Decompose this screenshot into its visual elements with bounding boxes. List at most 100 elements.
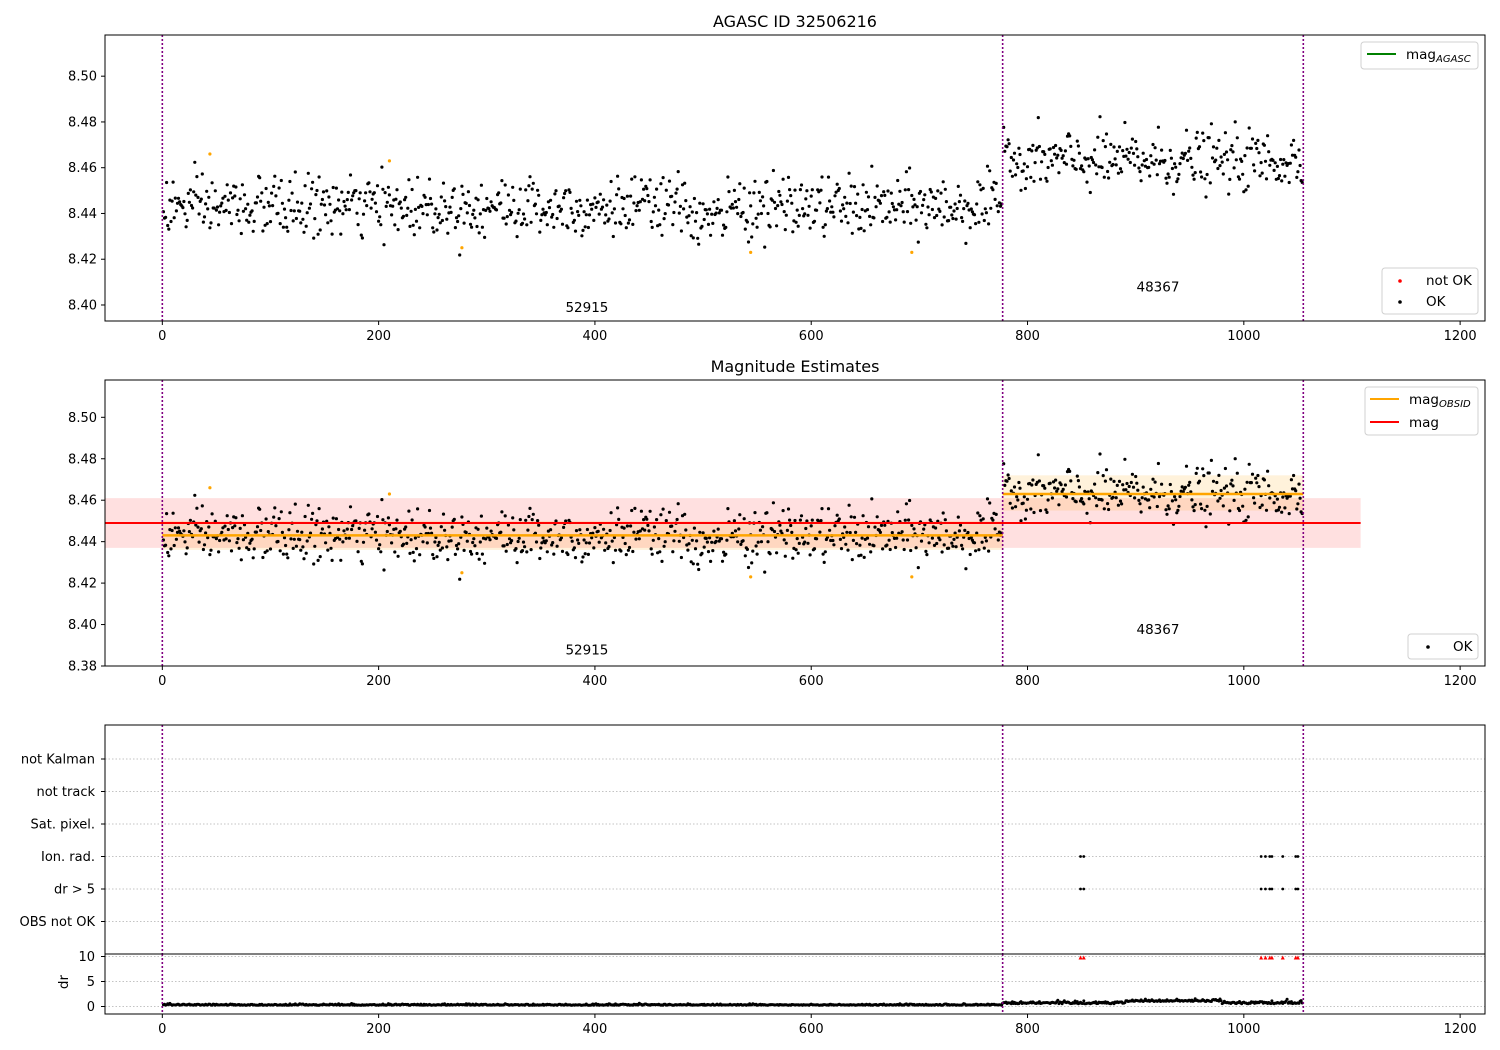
ok-point [910,523,914,528]
ok-point [810,188,814,192]
ok-point [672,539,676,543]
ok-point [801,207,805,211]
ok-point [1116,171,1120,175]
ok-point [458,253,462,257]
ok-point [286,229,290,233]
ok-point [1204,525,1208,529]
ok-point [1009,489,1013,493]
agasc-legend-upper [1360,41,1479,70]
ok-point [301,545,305,549]
ok-point [322,203,327,207]
ok-point [776,204,780,208]
ok-point [1237,177,1242,181]
ok-point [812,547,817,551]
ok-point [789,523,793,528]
ok-point [300,530,304,534]
ok-point [797,541,801,546]
ok-point [1008,169,1012,173]
ok-point [719,208,724,212]
ok-point [865,208,870,212]
ok-point [726,175,730,179]
ok-point [1120,170,1124,174]
ok-point [511,516,515,520]
ok-point [437,212,441,216]
ok-point [345,198,349,202]
ok-point [743,554,747,558]
ok-point [839,219,844,223]
ok-point [268,220,273,224]
ok-point [834,190,838,194]
ok-point [890,531,894,535]
ok-point [1266,469,1270,473]
ok-point [410,187,414,192]
ok-point [866,525,871,529]
ok-point [291,219,295,223]
ok-point [987,549,991,553]
ok-point [833,524,837,528]
ok-point [927,541,931,545]
ok-point [1153,146,1157,150]
ok-point [1096,135,1100,139]
ok-point [645,517,649,521]
ok-point [684,199,688,203]
ok-point [266,200,270,204]
ok-point [758,199,763,203]
ok-point [255,525,260,529]
ok-point [984,211,989,215]
ok-point [1222,152,1226,156]
ok-point [667,510,672,514]
ok-point [182,199,186,204]
ok-point [1133,163,1137,167]
ok-point [1177,172,1181,176]
ok-point [701,202,705,206]
ok-point [549,198,553,202]
ok-point [506,193,510,197]
ok-point [1080,164,1084,168]
ok-point [505,215,509,219]
ok-point [597,540,601,544]
ok-point [984,539,989,543]
ok-point [167,227,171,231]
ok-point [788,188,792,192]
ok-point [739,542,743,547]
ok-point [650,225,654,229]
ok-point [518,187,522,191]
ok-point [583,552,587,556]
ok-point [1190,165,1194,169]
ok-point [174,537,178,541]
not-ok-point [749,250,753,254]
ok-point [732,519,737,523]
estimates-ytick-label: 8.50 [68,411,97,426]
ok-point [1197,479,1202,483]
ok-point [367,181,371,185]
ok-point [350,198,354,202]
ok-point [272,184,276,188]
ok-point [167,554,171,558]
ok-point [299,221,303,225]
ok-point [574,529,579,533]
ok-point [896,178,900,183]
ok-point [1257,485,1261,489]
ok-point [964,567,968,571]
ok-point [608,199,612,203]
ok-point [598,192,602,196]
ok-point [298,209,302,213]
ok-point [1059,148,1063,152]
estimates-xtick-label: 400 [583,674,608,689]
ok-point [835,513,839,517]
ok-point [848,201,852,206]
ok-point [829,538,833,543]
ok-point [1160,148,1164,152]
flags-category-label: not track [36,785,95,800]
ok-point [1012,151,1017,155]
ok-point [423,195,427,199]
ok-point [515,235,519,239]
ok-point [1231,150,1235,154]
ok-point [772,529,777,534]
ok-point [794,220,798,224]
agasc-legend-subscript: AGASC [1435,54,1471,65]
ok-point [1235,136,1239,140]
ok-point [726,507,730,511]
